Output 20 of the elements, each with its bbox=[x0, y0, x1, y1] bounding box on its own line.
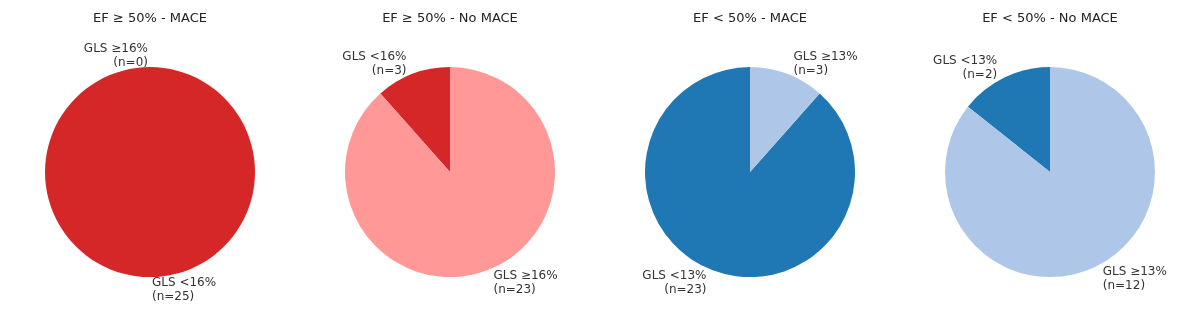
data-label: (n=23) bbox=[664, 281, 707, 296]
chart-title: EF ≥ 50% - No MACE bbox=[382, 10, 518, 25]
slice-label: GLS ≥16% bbox=[493, 267, 558, 282]
chart-title: EF ≥ 50% - MACE bbox=[93, 10, 207, 25]
category-label: GLS ≥16% bbox=[83, 41, 148, 56]
slice-label: GLS ≥13% bbox=[1102, 263, 1167, 278]
chart-title: EF < 50% - MACE bbox=[693, 10, 807, 25]
data-label: (n=3) bbox=[793, 62, 829, 77]
data-label: (n=12) bbox=[1102, 277, 1146, 292]
data-label: (n=3) bbox=[371, 62, 407, 77]
text: (n=0) bbox=[113, 55, 148, 70]
data-label: (n=23) bbox=[493, 281, 536, 296]
data-label: (n=25) bbox=[152, 289, 195, 304]
slice-label: GLS <13% bbox=[933, 52, 998, 67]
chart-title: EF < 50% - No MACE bbox=[982, 10, 1118, 25]
slice-label: GLS <16% bbox=[342, 48, 407, 63]
slice-label: GLS <13% bbox=[642, 267, 707, 282]
slice-label: GLS ≥13% bbox=[793, 48, 858, 63]
slice-label: GLS <16% bbox=[152, 275, 217, 290]
data-label: (n=2) bbox=[962, 66, 998, 81]
